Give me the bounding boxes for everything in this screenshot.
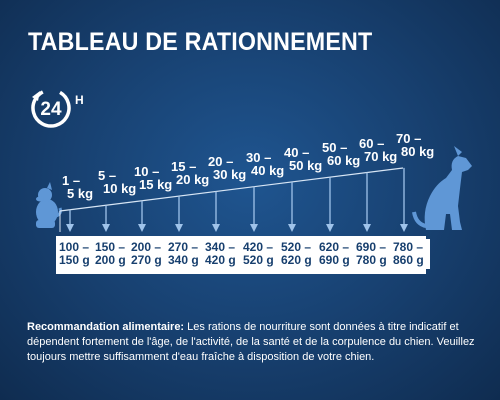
weight-label: 1 –5 kg	[62, 174, 93, 200]
arrow-head-7	[288, 224, 296, 232]
weight-from: 1 –	[62, 172, 81, 188]
weight-from: 60 –	[359, 135, 385, 151]
ration-from: 780 –	[393, 240, 424, 254]
weight-from: 40 –	[284, 144, 310, 160]
ration-label: 520 –620 g	[278, 239, 318, 269]
ration-to: 620 g	[281, 253, 312, 267]
weight-from: 20 –	[208, 154, 234, 170]
note-text: Les rations de nourriture sont données à…	[27, 321, 475, 363]
weight-label: 10 –15 kg	[134, 165, 172, 191]
arrow-head-1	[66, 224, 74, 232]
ration-to: 150 g	[59, 253, 90, 267]
weight-to: 15 kg	[139, 176, 173, 192]
ration-to: 340 g	[168, 253, 199, 267]
ration-from: 150 –	[95, 240, 126, 254]
ration-from: 270 –	[168, 240, 199, 254]
ration-to: 780 g	[356, 253, 387, 267]
weight-to: 40 kg	[251, 162, 285, 178]
ration-values-row: 100 –150 g 150 –200 g 200 –270 g 270 –340 g…	[56, 236, 430, 274]
note-label: Recommandation alimentaire:	[27, 321, 185, 333]
arrow-head-6	[250, 224, 258, 232]
ration-label: 100 –150 g	[56, 239, 96, 269]
ration-label: 340 –420 g	[202, 239, 242, 269]
weight-to: 20 kg	[176, 172, 210, 188]
ration-label: 780 –860 g	[390, 239, 430, 269]
weight-label: 40 –50 kg	[284, 146, 322, 172]
weight-label: 20 –30 kg	[208, 155, 246, 181]
ration-to: 420 g	[205, 253, 236, 267]
weight-label: 50 –60 kg	[322, 141, 360, 167]
ration-from: 200 –	[131, 240, 162, 254]
ration-to: 200 g	[95, 253, 126, 267]
small-dog-icon	[36, 182, 62, 228]
arrow-head-3	[138, 224, 146, 232]
ration-label: 150 –200 g	[92, 239, 132, 269]
ration-to: 520 g	[243, 253, 274, 267]
arrow-head-9	[363, 224, 371, 232]
weight-label: 60 –70 kg	[359, 137, 397, 163]
weight-to: 10 kg	[103, 181, 137, 197]
page-title: TABLEAU DE RATIONNEMENT	[28, 28, 373, 56]
weight-from: 10 –	[134, 163, 160, 179]
weight-label: 30 –40 kg	[246, 151, 284, 177]
ration-from: 340 –	[205, 240, 236, 254]
arrow-head-4	[175, 224, 183, 232]
arrow-head-8	[326, 224, 334, 232]
ration-label: 620 –690 g	[316, 239, 356, 269]
large-dog-icon	[412, 146, 472, 230]
feeding-recommendation: Recommandation alimentaire: Les rations …	[27, 320, 477, 365]
ration-label: 200 –270 g	[128, 239, 168, 269]
weight-to: 70 kg	[364, 148, 398, 164]
arrow-head-10	[400, 224, 408, 232]
arrow-head-5	[212, 224, 220, 232]
weight-scale-line	[59, 167, 404, 212]
clock-24h-icon: 24 H	[30, 87, 92, 136]
ration-from: 420 –	[243, 240, 274, 254]
weight-to: 5 kg	[67, 185, 94, 201]
ration-to: 270 g	[131, 253, 162, 267]
weight-to: 80 kg	[401, 143, 435, 159]
ration-from: 520 –	[281, 240, 312, 254]
arrow-head-2	[102, 224, 110, 232]
weight-to: 30 kg	[213, 167, 247, 183]
weight-label: 5 –10 kg	[98, 169, 136, 195]
ration-from: 690 –	[356, 240, 387, 254]
ration-to: 860 g	[393, 253, 424, 267]
ration-to: 690 g	[319, 253, 350, 267]
weight-from: 15 –	[171, 159, 197, 175]
weight-to: 50 kg	[289, 157, 323, 173]
weight-label: 70 –80 kg	[396, 132, 434, 158]
badge-letter: H	[75, 93, 84, 107]
ration-from: 620 –	[319, 240, 350, 254]
weight-from: 70 –	[396, 130, 422, 146]
weight-from: 30 –	[246, 149, 272, 165]
weight-from: 50 –	[322, 140, 348, 156]
badge-number: 24	[40, 99, 62, 120]
weight-to: 60 kg	[327, 153, 361, 169]
ration-label: 420 –520 g	[240, 239, 280, 269]
weight-from: 5 –	[98, 168, 117, 184]
ration-label: 690 –780 g	[353, 239, 393, 269]
weight-label: 15 –20 kg	[171, 160, 209, 186]
ration-from: 100 –	[59, 240, 90, 254]
ration-label: 270 –340 g	[165, 239, 205, 269]
